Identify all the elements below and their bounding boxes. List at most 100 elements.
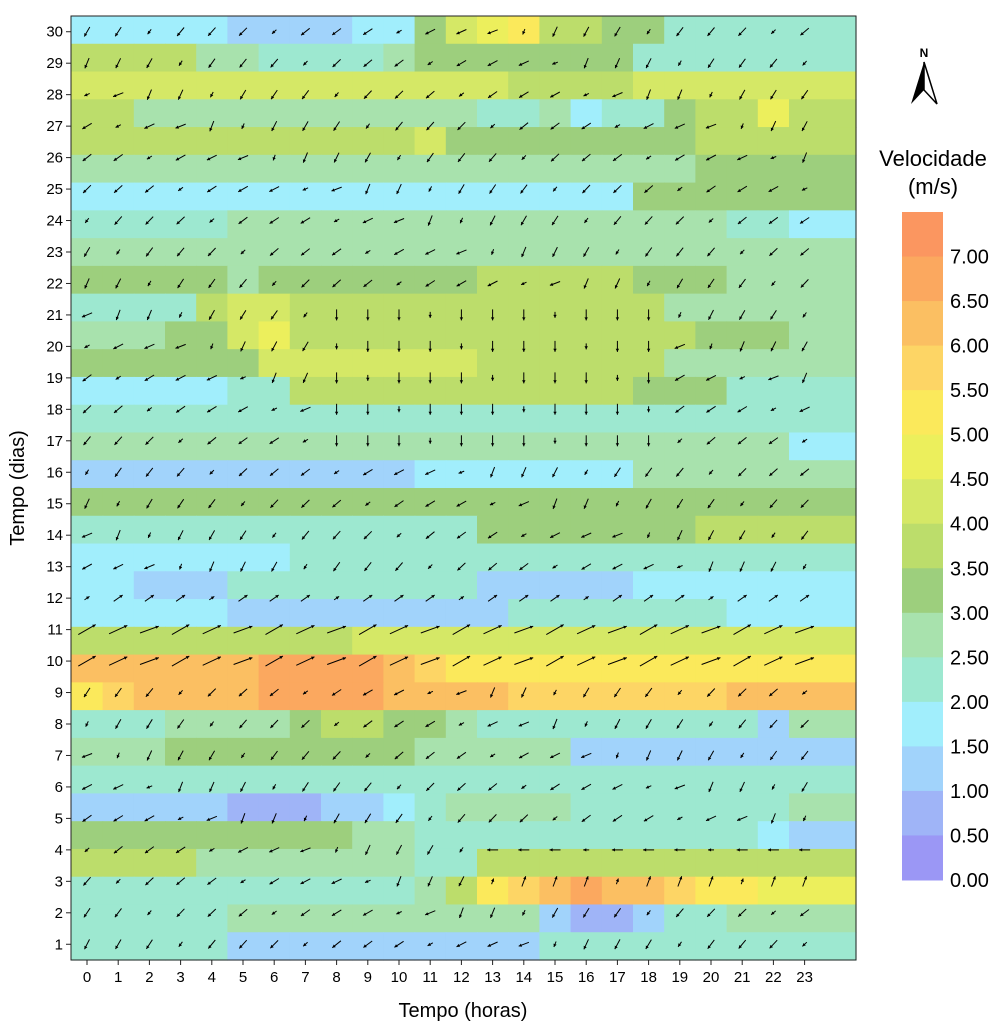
heat-cell: [726, 432, 759, 461]
heat-cell: [227, 737, 260, 767]
heat-cell: [445, 682, 478, 711]
wind-arrow: [332, 59, 341, 68]
heat-cell: [196, 154, 228, 184]
wind-arrow: [301, 530, 310, 540]
wind-arrow: [269, 186, 280, 193]
wind-arrow: [459, 217, 464, 224]
heat-cell: [133, 182, 166, 211]
wind-arrow: [458, 876, 465, 887]
heat-cell: [102, 932, 135, 961]
heat-cell: [477, 182, 509, 211]
wind-arrow: [394, 940, 404, 948]
wind-arrow: [521, 784, 527, 790]
wind-arrow: [576, 656, 596, 666]
heat-cell: [102, 737, 135, 767]
wind-arrow: [612, 814, 623, 822]
wind-arrow: [397, 406, 401, 413]
wind-arrow: [456, 29, 467, 35]
heat-cell: [664, 321, 696, 350]
wind-arrow: [584, 343, 588, 350]
wind-arrow: [427, 61, 433, 66]
heat-cell: [71, 654, 104, 683]
heat-cell: [102, 265, 135, 295]
wind-arrow: [271, 372, 277, 384]
heat-cell: [71, 488, 104, 517]
legend-label: 3.00: [950, 603, 989, 625]
heat-cell: [539, 127, 572, 156]
wind-arrow: [639, 655, 658, 667]
wind-arrow: [210, 343, 214, 350]
wind-arrow: [488, 153, 497, 163]
heat-cell: [757, 821, 790, 850]
heat-cell: [726, 793, 759, 822]
wind-arrow: [177, 186, 184, 192]
wind-arrow: [333, 218, 340, 223]
heat-cell: [289, 654, 322, 683]
wind-arrow: [549, 848, 561, 852]
wind-arrow: [550, 594, 560, 602]
wind-arrow: [801, 187, 808, 191]
wind-arrow: [800, 279, 809, 288]
wind-arrow: [300, 406, 311, 412]
heat-cell: [508, 654, 540, 683]
wind-arrow: [300, 468, 311, 477]
heat-cell: [196, 376, 228, 406]
wind-arrow: [677, 529, 683, 541]
heat-cell: [102, 182, 135, 211]
heat-cell: [695, 932, 728, 961]
wind-arrow: [456, 690, 467, 695]
heat-cell: [196, 765, 228, 795]
wind-arrow: [546, 624, 564, 636]
heat-cell: [726, 821, 759, 850]
heat-cell: [71, 904, 104, 933]
heat-cell: [633, 210, 665, 239]
y-tick-label: 16: [46, 464, 63, 481]
wind-arrow: [394, 720, 404, 728]
wind-arrow: [490, 687, 496, 698]
wind-arrow: [643, 848, 655, 852]
wind-arrow: [300, 27, 311, 36]
heat-cell: [258, 599, 291, 628]
wind-arrow: [770, 561, 777, 572]
wind-arrow: [271, 280, 277, 287]
wind-arrow: [144, 374, 155, 382]
heat-cell: [508, 460, 540, 489]
wind-arrow: [426, 121, 435, 131]
heat-cell: [258, 127, 291, 156]
heat-cell: [789, 71, 857, 100]
wind-arrow: [331, 186, 342, 192]
wind-arrow: [487, 531, 498, 539]
wind-arrow: [81, 563, 93, 570]
wind-arrow: [583, 939, 589, 950]
wind-arrow: [332, 530, 341, 540]
heat-cell: [196, 682, 228, 711]
heat-cell: [539, 432, 572, 461]
wind-arrow: [271, 813, 277, 824]
heat-cell: [477, 71, 509, 100]
wind-arrow: [270, 310, 278, 320]
wind-arrow: [302, 121, 309, 132]
heat-cell: [664, 432, 696, 461]
wind-arrow: [549, 91, 561, 98]
wind-arrow: [301, 782, 309, 792]
wind-arrow: [333, 721, 340, 727]
heat-cell: [664, 16, 696, 45]
wind-arrow: [520, 533, 527, 538]
wind-arrow: [233, 657, 253, 665]
heat-cell: [570, 127, 603, 156]
wind-arrow: [332, 499, 342, 508]
heat-cell: [414, 626, 447, 656]
wind-arrow: [645, 58, 652, 69]
wind-arrow: [364, 152, 371, 163]
wind-arrow: [490, 907, 496, 919]
wind-arrow: [489, 501, 496, 506]
heat-cell: [196, 210, 228, 239]
wind-arrow: [269, 217, 280, 225]
heat-cell: [664, 99, 696, 128]
heat-cell: [289, 932, 322, 961]
wind-arrow: [701, 625, 721, 634]
heat-cell: [570, 571, 603, 600]
wind-arrow: [738, 278, 746, 289]
wind-arrow: [552, 718, 558, 730]
